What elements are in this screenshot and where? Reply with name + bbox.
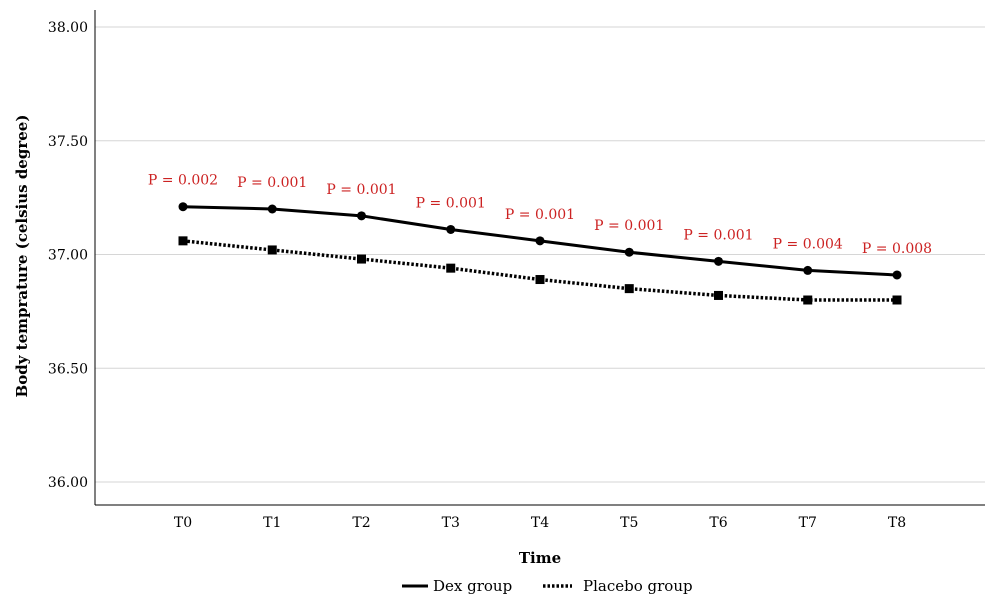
point-0-3 <box>446 224 456 234</box>
point-1-2 <box>357 254 366 264</box>
p-value-annotations: P = 0.002 P = 0.001 P = 0.001 P = 0.001 P = … <box>148 173 932 257</box>
x-axis-title: Time <box>519 549 561 567</box>
p-value-label-4: P = 0.001 <box>505 207 575 223</box>
x-tick-label-t2: T2 <box>352 515 370 531</box>
y-tick-label-1: 36.50 <box>48 361 88 377</box>
point-0-1 <box>267 204 277 214</box>
point-1-8 <box>892 295 902 305</box>
p-value-label-5: P = 0.001 <box>594 218 664 234</box>
x-tick-label-t7: T7 <box>799 515 817 531</box>
point-1-6 <box>714 290 723 300</box>
p-value-label-7: P = 0.004 <box>773 236 843 252</box>
point-0-6 <box>714 256 723 266</box>
x-tick-label-t4: T4 <box>531 515 549 531</box>
series-markers <box>178 202 902 305</box>
point-0-8 <box>892 270 902 280</box>
y-tick-labels: 36.00 36.50 37.00 37.50 38.00 <box>48 20 88 491</box>
p-value-label-3: P = 0.001 <box>416 195 486 211</box>
point-1-3 <box>446 263 456 273</box>
x-tick-labels: T0 T1 T2 T3 T4 T5 T6 T7 T8 <box>174 515 906 531</box>
point-1-7 <box>803 295 813 305</box>
x-tick-label-t3: T3 <box>442 515 460 531</box>
legend-label-dex: Dex group <box>433 577 512 595</box>
point-1-4 <box>535 275 545 285</box>
grid-lines <box>95 26 985 483</box>
point-0-7 <box>803 265 813 275</box>
point-1-5 <box>624 284 634 294</box>
p-value-label-0: P = 0.002 <box>148 173 218 189</box>
p-value-label-8: P = 0.008 <box>862 241 932 257</box>
legend-label-placebo: Placebo group <box>583 577 693 595</box>
p-value-label-1: P = 0.001 <box>237 175 307 191</box>
p-value-label-2: P = 0.001 <box>326 182 396 198</box>
x-tick-label-t8: T8 <box>888 515 906 531</box>
x-tick-label-t6: T6 <box>709 515 727 531</box>
x-tick-label-t0: T0 <box>174 515 192 531</box>
x-tick-label-t1: T1 <box>263 515 281 531</box>
y-tick-label-4: 38.00 <box>48 20 88 36</box>
point-0-2 <box>357 211 366 221</box>
p-value-label-6: P = 0.001 <box>683 227 753 243</box>
y-tick-label-2: 37.00 <box>48 248 88 264</box>
y-tick-label-3: 37.50 <box>48 134 88 150</box>
point-1-1 <box>267 245 277 255</box>
legend: Dex group Placebo group <box>402 577 693 595</box>
point-0-4 <box>535 236 545 246</box>
point-1-0 <box>178 236 188 246</box>
y-axis-title: Body temprature (celsius degree) <box>13 115 31 398</box>
x-tick-label-t5: T5 <box>620 515 638 531</box>
point-0-5 <box>624 247 634 257</box>
y-tick-label-0: 36.00 <box>48 475 88 491</box>
point-0-0 <box>178 202 188 212</box>
